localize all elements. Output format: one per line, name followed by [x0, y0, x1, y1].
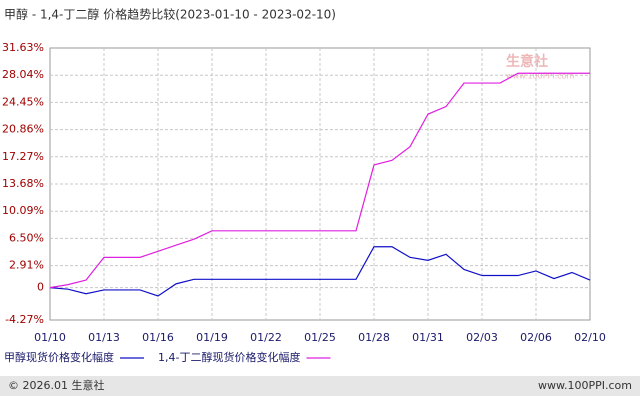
y-tick-label: -4.27% [5, 313, 44, 326]
y-tick-label: 20.86% [2, 123, 44, 136]
x-tick-label: 02/03 [466, 331, 498, 344]
x-tick-label: 01/31 [412, 331, 444, 344]
footer-right: www.100PPI.com [538, 379, 632, 392]
x-tick-label: 01/22 [250, 331, 282, 344]
chart-title: 甲醇 - 1,4-丁二醇 价格趋势比较(2023-01-10 - 2023-02… [4, 7, 336, 22]
x-tick-label: 01/25 [304, 331, 336, 344]
y-tick-label: 17.27% [2, 150, 44, 163]
y-tick-label: 6.50% [9, 231, 44, 244]
x-tick-label: 01/13 [88, 331, 120, 344]
series-line [49, 246, 591, 297]
x-tick-label: 02/10 [574, 331, 606, 344]
legend-label: 1,4-丁二醇现货价格变化幅度 [158, 350, 300, 364]
y-tick-label: 31.63% [2, 41, 44, 54]
y-tick-label: 0 [37, 281, 44, 294]
y-tick-label: 10.09% [2, 204, 44, 217]
legend-label: 甲醇现货价格变化幅度 [4, 350, 114, 364]
watermark: 生意社 www.100PPI.com [506, 53, 575, 81]
x-tick-label: 01/10 [34, 331, 66, 344]
x-tick-label: 01/16 [142, 331, 174, 344]
x-tick-label: 02/06 [520, 331, 552, 344]
y-tick-label: 24.45% [2, 95, 44, 108]
x-tick-label: 01/19 [196, 331, 228, 344]
y-tick-label: 2.91% [9, 259, 44, 272]
x-tick-label: 01/28 [358, 331, 390, 344]
y-tick-label: 13.68% [2, 177, 44, 190]
footer-bar [0, 376, 640, 396]
watermark-text: 生意社 [506, 53, 548, 70]
y-tick-label: 28.04% [2, 68, 44, 81]
watermark-url: www.100PPI.com [506, 72, 575, 81]
footer-left: © 2026.01 生意社 [8, 378, 104, 392]
series-line [49, 72, 590, 289]
